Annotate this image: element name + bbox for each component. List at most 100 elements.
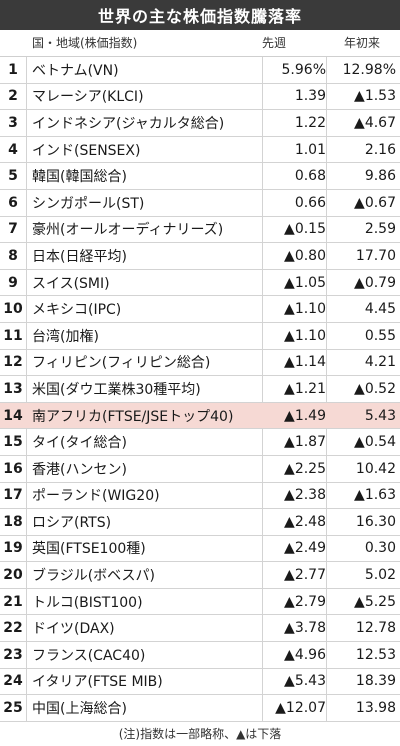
row-name: ロシア(RTS) (32, 514, 112, 531)
row-week-change: 5.96% (281, 61, 326, 78)
header-week: 先週 (262, 36, 287, 50)
row-week-change: ▲12.07 (275, 700, 326, 717)
column-divider-rank (26, 57, 27, 722)
row-week-change: ▲2.25 (284, 460, 326, 477)
row-rank: 11 (3, 327, 23, 344)
row-week-change: 0.68 (294, 168, 326, 185)
table-row: 13 米国(ダウ工業株30種平均) ▲1.21 ▲0.52 (0, 376, 400, 403)
row-ytd-change: ▲0.67 (354, 194, 396, 211)
row-name: 南アフリカ(FTSE/JSEトップ40) (32, 408, 234, 425)
table-row: 16 香港(ハンセン) ▲2.25 10.42 (0, 456, 400, 483)
row-rank: 19 (3, 540, 23, 557)
table-row: 10 メキシコ(IPC) ▲1.10 4.45 (0, 296, 400, 323)
row-rank: 3 (8, 114, 18, 131)
row-name: トルコ(BIST100) (32, 594, 143, 611)
row-rank: 14 (3, 407, 23, 424)
row-name: フランス(CAC40) (32, 647, 146, 664)
row-rank: 13 (3, 380, 23, 397)
row-rank: 21 (3, 593, 23, 610)
row-week-change: ▲3.78 (284, 620, 326, 637)
row-name: 中国(上海総合) (32, 701, 127, 718)
row-rank: 17 (3, 487, 23, 504)
table-row: 6 シンガポール(ST) 0.66 ▲0.67 (0, 190, 400, 217)
row-rank: 8 (8, 247, 18, 264)
row-rank: 6 (8, 194, 18, 211)
table-row: 20 ブラジル(ボベスパ) ▲2.77 5.02 (0, 562, 400, 589)
row-week-change: 0.66 (294, 194, 326, 211)
table-row: 23 フランス(CAC40) ▲4.96 12.53 (0, 642, 400, 669)
row-week-change: ▲0.80 (284, 247, 326, 264)
row-ytd-change: 2.16 (364, 141, 396, 158)
table-row: 14 南アフリカ(FTSE/JSEトップ40) ▲1.49 5.43 (0, 402, 400, 430)
row-rank: 10 (3, 301, 23, 318)
row-name: 米国(ダウ工業株30種平均) (32, 381, 201, 398)
table-body: 1 ベトナム(VN) 5.96% 12.98% 2 マレーシア(KLCI) 1.39 ▲1.5… (0, 57, 400, 722)
row-ytd-change: 9.86 (364, 168, 396, 185)
row-week-change: 1.39 (294, 88, 326, 105)
row-week-change: ▲1.05 (284, 274, 326, 291)
page-title: 世界の主な株価指数騰落率 (0, 0, 400, 30)
row-rank: 18 (3, 513, 23, 530)
row-name: インド(SENSEX) (32, 142, 141, 159)
row-ytd-change: 2.59 (364, 221, 396, 238)
row-name: ブラジル(ボベスパ) (32, 568, 155, 585)
table-row: 19 英国(FTSE100種) ▲2.49 0.30 (0, 536, 400, 563)
row-ytd-change: 16.30 (355, 513, 396, 530)
table-row: 11 台湾(加権) ▲1.10 0.55 (0, 323, 400, 350)
row-name: ドイツ(DAX) (32, 621, 115, 638)
row-name: フィリピン(フィリピン総合) (32, 355, 211, 372)
row-ytd-change: 4.45 (364, 301, 396, 318)
row-name: ポーランド(WIG20) (32, 488, 160, 505)
table-row: 21 トルコ(BIST100) ▲2.79 ▲5.25 (0, 589, 400, 616)
header-name: 国・地域(株価指数) (32, 36, 138, 50)
row-ytd-change: 17.70 (355, 247, 396, 264)
row-rank: 25 (3, 700, 23, 717)
row-ytd-change: ▲0.54 (354, 434, 396, 451)
row-rank: 22 (3, 620, 23, 637)
row-ytd-change: 0.55 (364, 327, 396, 344)
row-week-change: ▲1.49 (284, 407, 326, 424)
table-row: 25 中国(上海総合) ▲12.07 13.98 (0, 695, 400, 722)
row-name: 台湾(加権) (32, 328, 99, 345)
row-name: マレーシア(KLCI) (32, 89, 144, 106)
row-ytd-change: ▲4.67 (354, 114, 396, 131)
row-week-change: ▲1.10 (284, 327, 326, 344)
table-row: 8 日本(日経平均) ▲0.80 17.70 (0, 243, 400, 270)
row-name: メキシコ(IPC) (32, 302, 122, 319)
table-row: 7 豪州(オールオーディナリーズ) ▲0.15 2.59 (0, 217, 400, 244)
row-rank: 23 (3, 646, 23, 663)
table-header: 国・地域(株価指数) 先週 年初来 (0, 30, 400, 57)
header-year: 年初来 (344, 36, 381, 50)
row-week-change: ▲2.38 (284, 487, 326, 504)
row-ytd-change: 12.98% (342, 61, 396, 78)
table-row: 5 韓国(韓国総合) 0.68 9.86 (0, 163, 400, 190)
row-name: 豪州(オールオーディナリーズ) (32, 222, 224, 239)
row-ytd-change: 0.30 (364, 540, 396, 557)
table-row: 18 ロシア(RTS) ▲2.48 16.30 (0, 509, 400, 536)
row-week-change: ▲2.48 (284, 513, 326, 530)
row-ytd-change: ▲5.25 (354, 593, 396, 610)
row-ytd-change: ▲1.63 (354, 487, 396, 504)
row-ytd-change: ▲0.52 (354, 380, 396, 397)
row-rank: 5 (8, 168, 18, 185)
table-row: 1 ベトナム(VN) 5.96% 12.98% (0, 57, 400, 84)
row-name: タイ(タイ総合) (32, 435, 127, 452)
row-rank: 4 (8, 141, 18, 158)
row-rank: 12 (3, 354, 23, 371)
row-week-change: ▲5.43 (284, 673, 326, 690)
row-name: 香港(ハンセン) (32, 461, 127, 478)
row-week-change: ▲2.77 (284, 567, 326, 584)
table-row: 17 ポーランド(WIG20) ▲2.38 ▲1.63 (0, 483, 400, 510)
row-name: シンガポール(ST) (32, 195, 145, 212)
row-ytd-change: 12.78 (355, 620, 396, 637)
row-rank: 16 (3, 460, 23, 477)
row-ytd-change: ▲0.79 (354, 274, 396, 291)
row-name: 韓国(韓国総合) (32, 169, 127, 186)
table-row: 3 インドネシア(ジャカルタ総合) 1.22 ▲4.67 (0, 110, 400, 137)
column-divider-week (262, 57, 263, 722)
row-week-change: ▲2.79 (284, 593, 326, 610)
row-rank: 24 (3, 673, 23, 690)
table-row: 24 イタリア(FTSE MIB) ▲5.43 18.39 (0, 669, 400, 696)
row-ytd-change: 12.53 (355, 646, 396, 663)
